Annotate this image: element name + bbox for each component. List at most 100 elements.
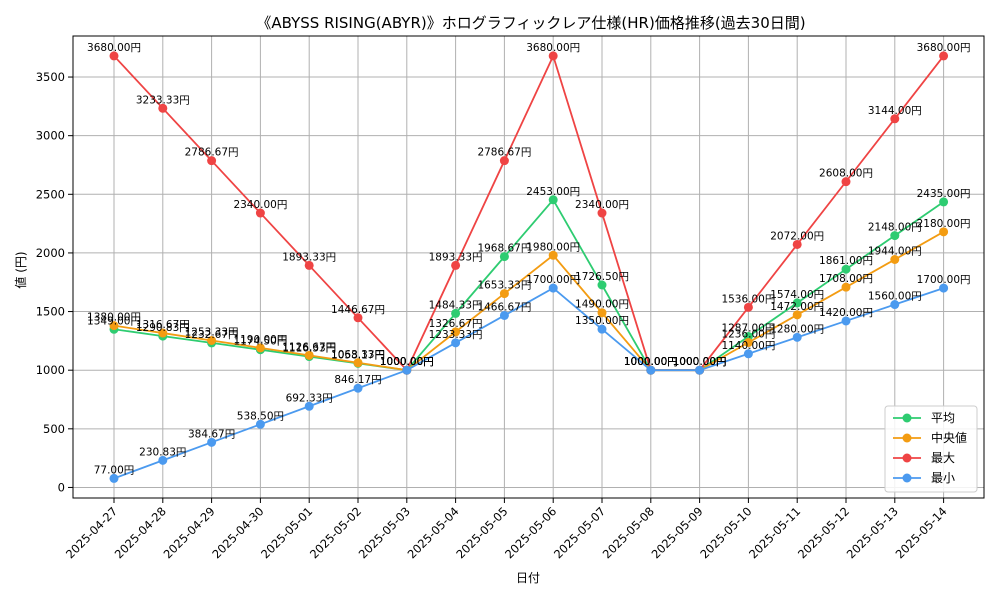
data-point bbox=[792, 298, 802, 308]
data-point bbox=[304, 260, 314, 270]
data-point bbox=[939, 51, 949, 61]
data-label: 2340.00円 bbox=[575, 199, 629, 211]
data-label: 2608.00円 bbox=[819, 168, 873, 180]
y-axis-label: 値 (円) bbox=[13, 251, 28, 288]
data-point bbox=[548, 250, 558, 260]
data-point bbox=[158, 455, 168, 465]
data-label: 3680.00円 bbox=[526, 42, 580, 54]
x-tick-label: 2025-05-14 bbox=[893, 504, 950, 561]
data-label: 1126.67円 bbox=[282, 341, 336, 353]
data-point bbox=[890, 300, 900, 310]
data-label: 1000.00円 bbox=[624, 356, 678, 368]
x-tick-label: 2025-04-27 bbox=[63, 504, 120, 561]
data-label: 1190.00円 bbox=[233, 334, 287, 346]
legend-marker bbox=[902, 433, 912, 443]
data-label: 3233.33円 bbox=[136, 94, 190, 106]
data-label: 1000.00円 bbox=[380, 356, 434, 368]
series-layer bbox=[109, 51, 949, 483]
data-label: 1350.00円 bbox=[575, 315, 629, 327]
data-point bbox=[353, 383, 363, 393]
data-label: 846.17円 bbox=[334, 374, 381, 386]
data-point bbox=[841, 316, 851, 326]
data-point bbox=[890, 254, 900, 264]
data-label: 1253.33円 bbox=[185, 326, 239, 338]
data-point bbox=[939, 197, 949, 207]
data-point bbox=[695, 365, 705, 375]
data-point bbox=[597, 208, 607, 218]
data-point bbox=[158, 328, 168, 338]
data-point bbox=[451, 260, 461, 270]
y-tick-label: 1500 bbox=[36, 305, 65, 319]
data-label: 1174.50円 bbox=[233, 336, 287, 348]
x-tick-label: 2025-05-11 bbox=[746, 504, 803, 561]
y-tick-label: 3500 bbox=[36, 70, 65, 84]
data-point bbox=[792, 239, 802, 249]
data-label: 1058.17円 bbox=[331, 349, 385, 361]
data-point bbox=[207, 437, 217, 447]
x-tick-label: 2025-05-03 bbox=[356, 504, 413, 561]
y-tick-label: 2000 bbox=[36, 246, 65, 260]
y-tick-label: 3000 bbox=[36, 129, 65, 143]
data-label: 1000.00円 bbox=[624, 356, 678, 368]
x-tick-label: 2025-05-09 bbox=[649, 504, 706, 561]
data-label: 1968.67円 bbox=[477, 243, 531, 255]
legend-marker bbox=[902, 453, 912, 463]
x-tick-label: 2025-05-01 bbox=[258, 504, 315, 561]
data-label: 1000.00円 bbox=[624, 356, 678, 368]
x-tick-label: 2025-05-06 bbox=[502, 504, 559, 561]
data-point bbox=[499, 289, 509, 299]
data-point bbox=[743, 338, 753, 348]
data-point bbox=[792, 310, 802, 320]
data-label: 1466.67円 bbox=[477, 301, 531, 313]
data-point bbox=[451, 338, 461, 348]
data-label: 2786.67円 bbox=[477, 147, 531, 159]
data-point bbox=[109, 321, 119, 331]
data-label: 1233.33円 bbox=[429, 329, 483, 341]
data-label: 1290.83円 bbox=[136, 322, 190, 334]
data-label: 1000.00円 bbox=[673, 356, 727, 368]
data-label: 2435.00円 bbox=[917, 188, 971, 200]
data-label: 384.67円 bbox=[188, 428, 235, 440]
legend-label: 平均 bbox=[931, 411, 955, 425]
data-label: 2148.00円 bbox=[868, 222, 922, 234]
data-label: 1420.00円 bbox=[819, 307, 873, 319]
data-label: 2453.00円 bbox=[526, 186, 580, 198]
data-point bbox=[743, 302, 753, 312]
data-label: 1700.00円 bbox=[917, 274, 971, 286]
x-tick-label: 2025-05-13 bbox=[844, 504, 901, 561]
x-tick-label: 2025-05-08 bbox=[600, 504, 657, 561]
data-label: 1574.00円 bbox=[770, 289, 824, 301]
data-label: 1726.50円 bbox=[575, 271, 629, 283]
data-label: 1316.67円 bbox=[136, 319, 190, 331]
legend-label: 中央値 bbox=[931, 430, 967, 445]
data-point bbox=[402, 365, 412, 375]
chart-title: 《ABYSS RISING(ABYR)》ホログラフィックレア仕様(HR)価格推移… bbox=[256, 14, 805, 32]
data-point bbox=[890, 231, 900, 241]
data-point bbox=[255, 343, 265, 353]
data-point bbox=[597, 280, 607, 290]
data-label: 538.50円 bbox=[237, 410, 284, 422]
data-point bbox=[597, 308, 607, 318]
plot-frame bbox=[72, 35, 985, 499]
series-line bbox=[113, 287, 944, 480]
data-point bbox=[939, 227, 949, 237]
data-label: 1980.00円 bbox=[526, 241, 580, 253]
data-label: 1116.33円 bbox=[282, 343, 336, 355]
data-point bbox=[597, 324, 607, 334]
data-label: 1560.00円 bbox=[868, 291, 922, 303]
data-label: 1349.00円 bbox=[87, 315, 141, 327]
data-point bbox=[548, 283, 558, 293]
data-label: 230.83円 bbox=[139, 446, 186, 458]
x-tick-label: 2025-04-30 bbox=[209, 504, 266, 561]
data-label: 1944.00円 bbox=[868, 245, 922, 257]
data-label: 1700.00円 bbox=[526, 274, 580, 286]
data-point bbox=[451, 308, 461, 318]
x-tick-label: 2025-05-05 bbox=[453, 504, 510, 561]
data-point bbox=[548, 195, 558, 205]
data-point bbox=[304, 401, 314, 411]
y-tick-label: 500 bbox=[43, 422, 65, 436]
data-label: 3680.00円 bbox=[917, 42, 971, 54]
legend-marker bbox=[902, 473, 912, 483]
data-label: 1446.67円 bbox=[331, 304, 385, 316]
